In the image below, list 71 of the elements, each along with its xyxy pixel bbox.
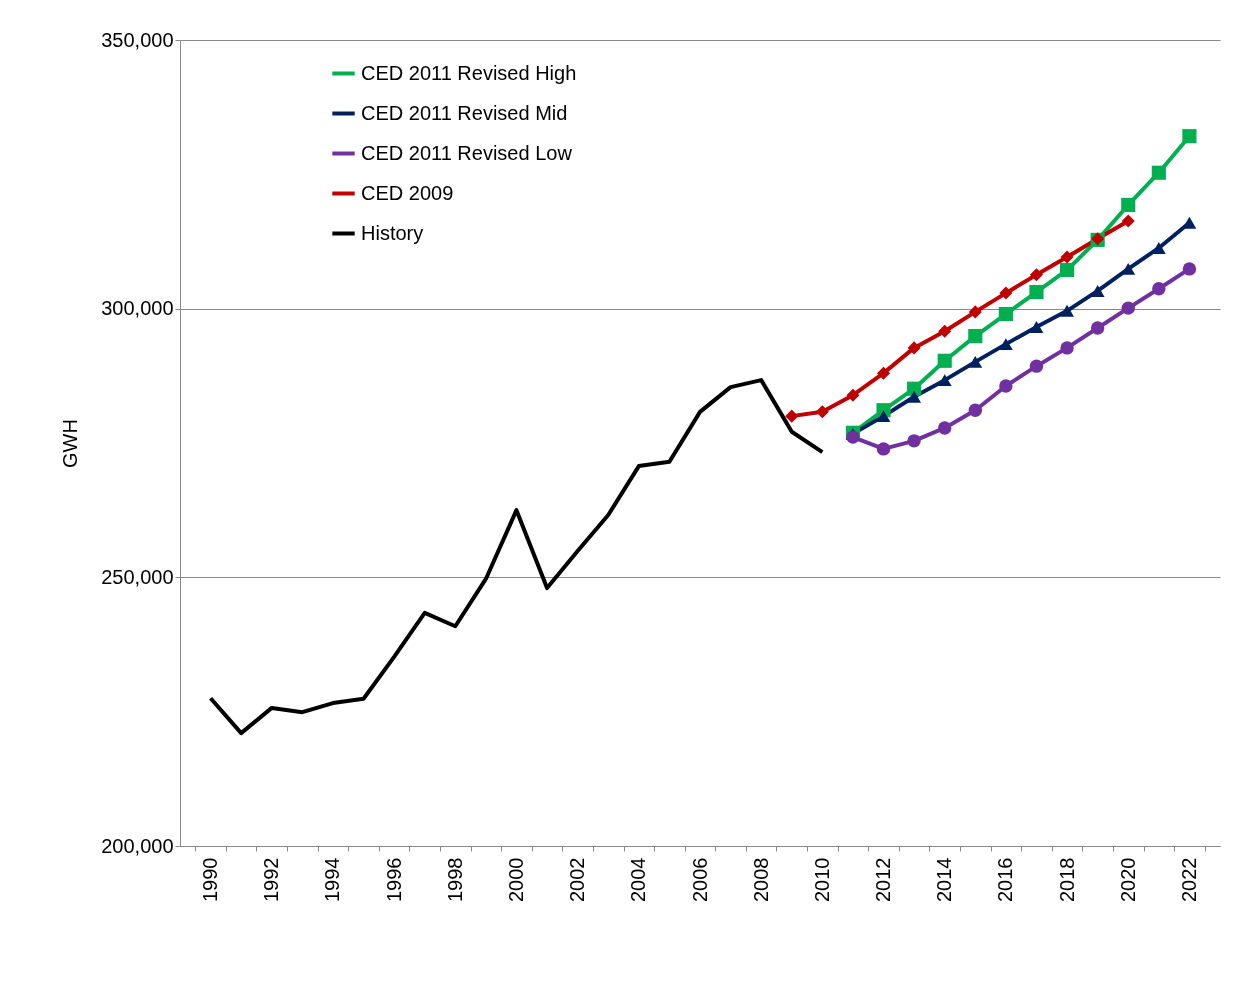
x-tick-label: 2016 [994, 857, 1017, 902]
y-axis-title: GWH [59, 419, 82, 468]
y-tick-label: 250,000 [101, 565, 174, 588]
point [999, 379, 1013, 393]
legend-label: CED 2011 Revised Low [361, 141, 573, 164]
x-tick-label: 2002 [566, 857, 589, 902]
point [876, 410, 891, 423]
point [968, 305, 982, 319]
point [968, 403, 982, 417]
point [998, 338, 1013, 351]
point [907, 381, 922, 396]
x-tick-label: 2020 [1116, 857, 1139, 902]
point [1060, 250, 1074, 264]
point [1151, 241, 1166, 254]
point [938, 421, 952, 435]
legend-label: CED 2011 Revised Mid [361, 101, 568, 124]
x-tick-label: 1992 [260, 857, 283, 902]
point [907, 434, 921, 448]
point [785, 409, 799, 423]
point [1121, 262, 1136, 275]
point [1090, 321, 1105, 335]
legend-label: CED 2009 [361, 181, 454, 204]
point [999, 286, 1013, 300]
point [876, 442, 891, 456]
point [937, 374, 952, 387]
x-tick-label: 1996 [382, 857, 405, 902]
legend-label: History [361, 221, 424, 244]
point [998, 306, 1013, 322]
x-tick-label: 1990 [199, 857, 222, 902]
point [1029, 359, 1044, 373]
point [1060, 304, 1074, 317]
point [1121, 301, 1135, 315]
y-tick-label: 350,000 [101, 28, 174, 51]
x-tick-label: 2000 [504, 857, 527, 902]
point [968, 355, 983, 368]
x-tick-label: 2008 [749, 857, 772, 902]
point [1182, 129, 1197, 144]
point [1029, 268, 1043, 282]
y-tick-label: 300,000 [101, 297, 174, 320]
point [1121, 197, 1136, 213]
point [907, 341, 921, 355]
x-tick-label: 2022 [1177, 857, 1200, 902]
x-tick-label: 1994 [321, 857, 344, 902]
point [846, 388, 860, 402]
x-tick-label: 2012 [872, 857, 895, 902]
point [846, 430, 860, 444]
point [937, 353, 952, 368]
legend-label: CED 2011 Revised High [361, 61, 577, 84]
point [1182, 216, 1197, 229]
point [1029, 320, 1044, 333]
point [877, 366, 891, 380]
point [1121, 214, 1135, 228]
point [1151, 165, 1166, 180]
point [815, 405, 829, 419]
point [938, 324, 952, 338]
x-tick-label: 1998 [443, 857, 466, 902]
line-series [208, 378, 825, 736]
point [968, 329, 983, 344]
point [1029, 284, 1044, 300]
point [907, 390, 922, 403]
point [1059, 262, 1075, 278]
point [1060, 341, 1074, 355]
y-tick-label: 200,000 [101, 834, 174, 857]
x-tick-label: 2006 [688, 857, 711, 902]
x-tick-label: 2010 [810, 857, 833, 902]
x-tick-label: 2018 [1055, 857, 1078, 902]
point [1090, 284, 1105, 297]
x-tick-label: 2004 [627, 857, 650, 902]
point [1182, 262, 1197, 276]
x-tick-label: 2014 [933, 857, 956, 902]
point [1152, 282, 1166, 296]
